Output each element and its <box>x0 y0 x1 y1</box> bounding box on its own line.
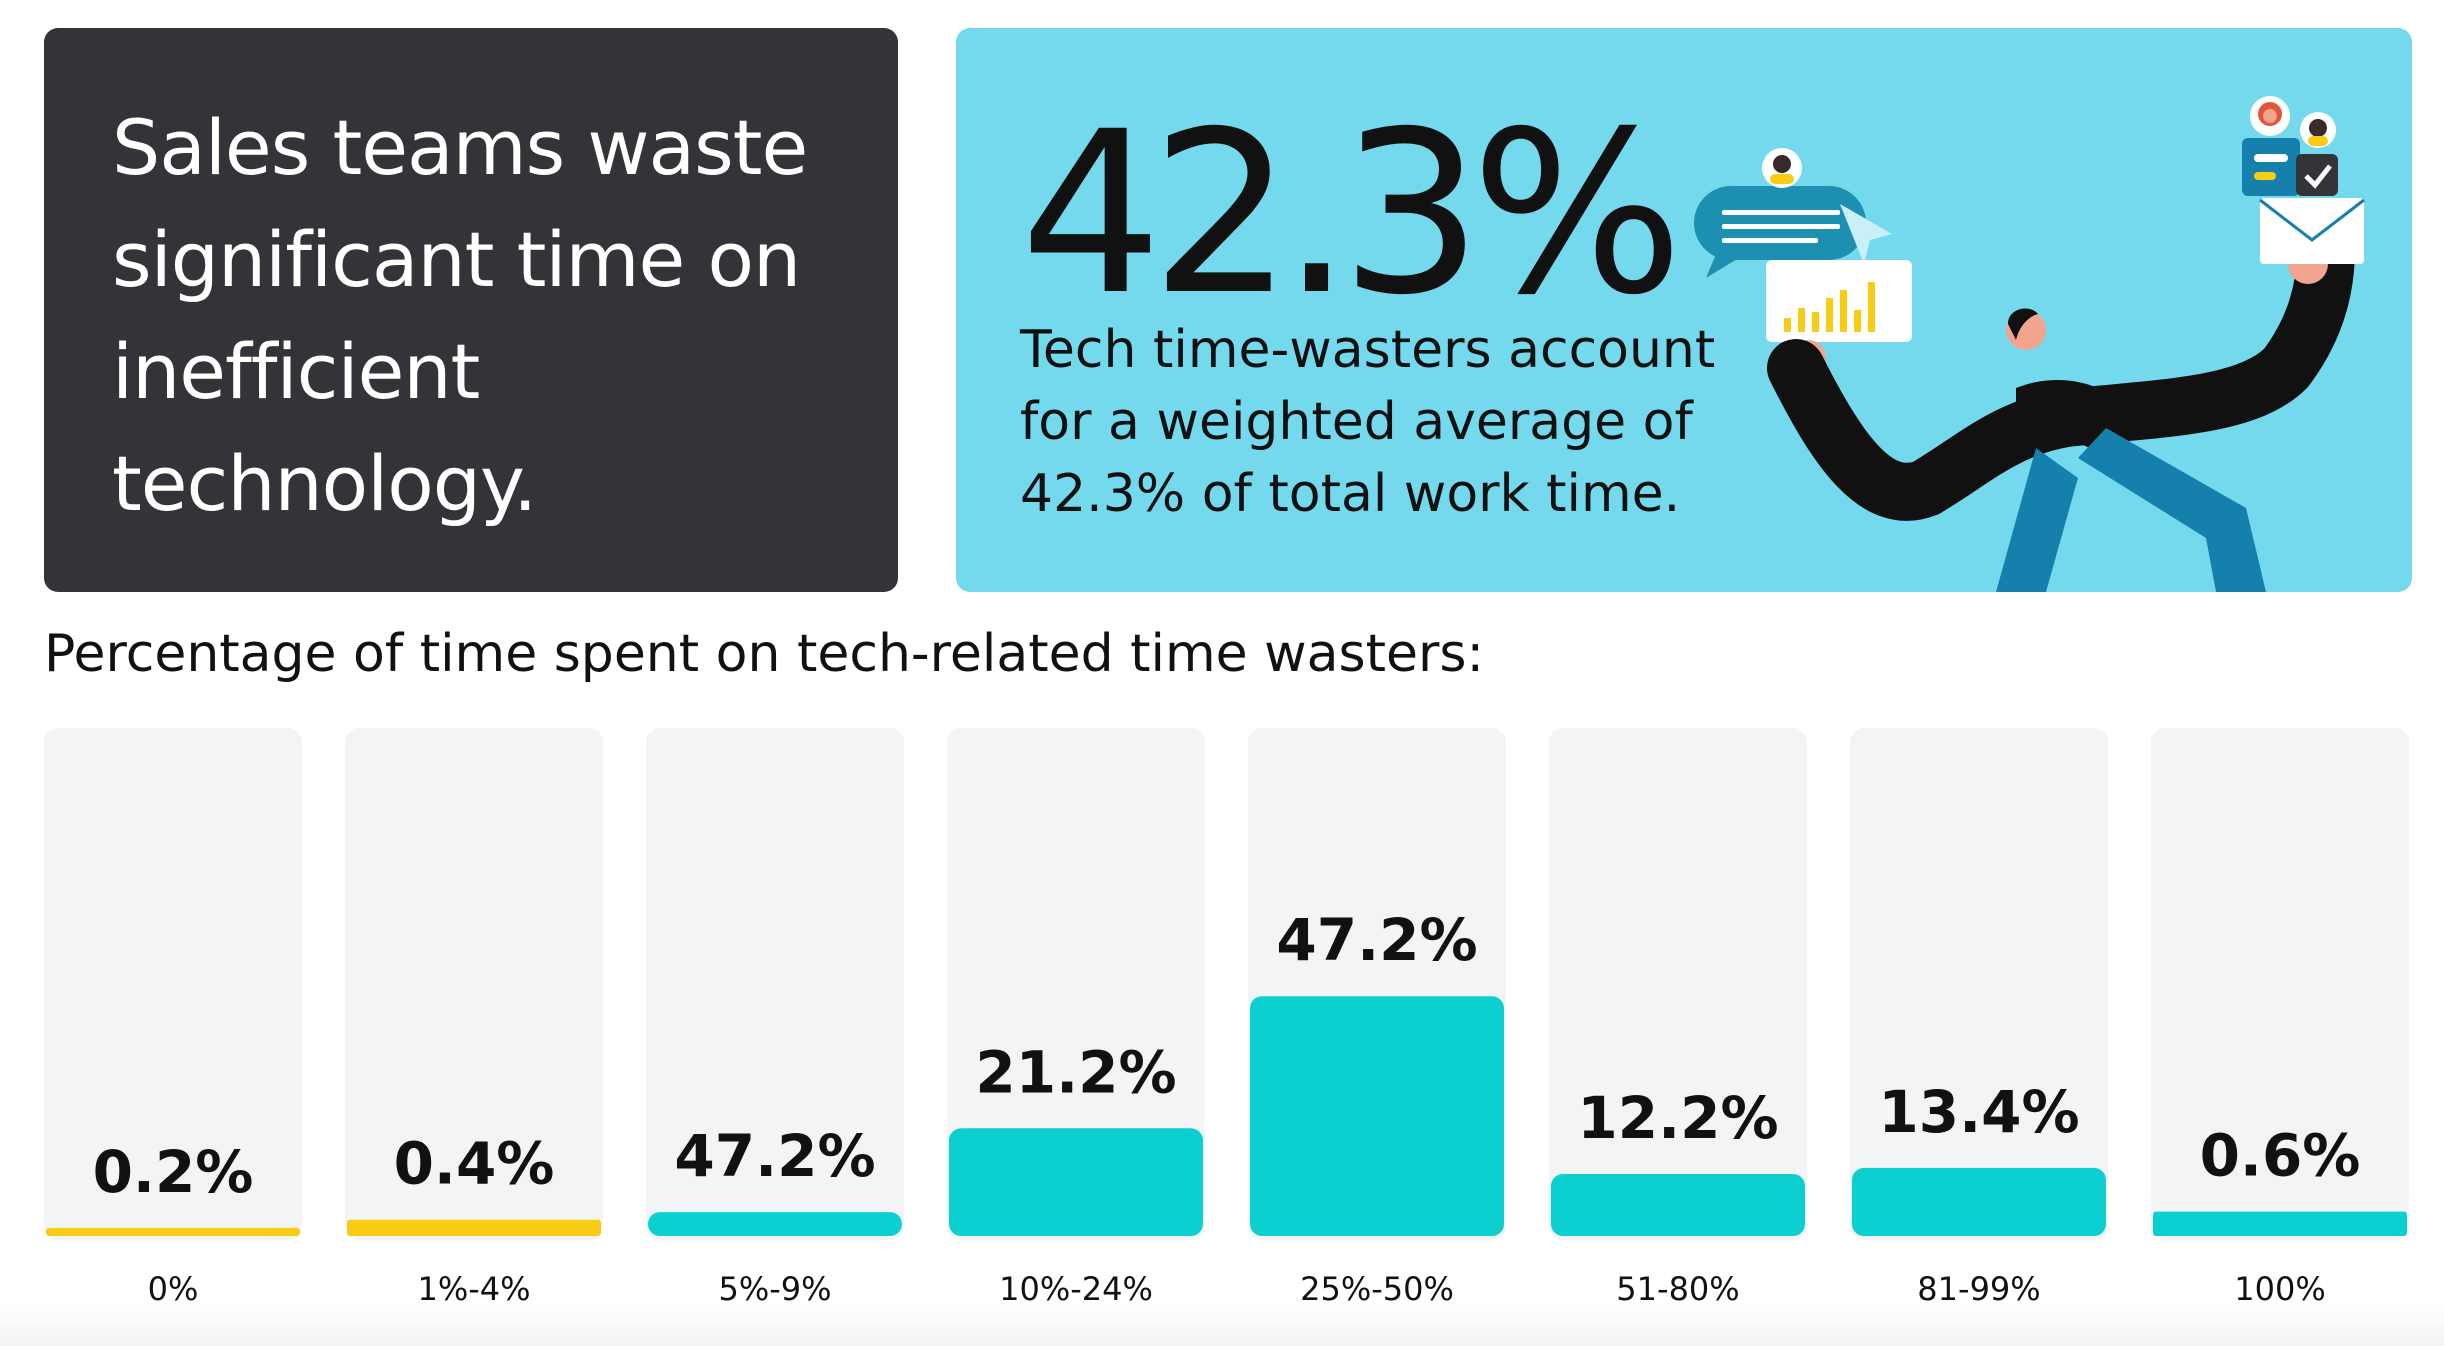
envelope-icon <box>2259 198 2365 264</box>
big-stat-value: 42.3% <box>1020 83 1684 344</box>
chat-bubble-icon <box>1694 148 1866 278</box>
headline-text: Sales teams waste significant time on in… <box>112 103 808 528</box>
bar <box>648 1212 902 1236</box>
category-label: 100% <box>2234 1270 2325 1308</box>
category-label: 25%-50% <box>1300 1270 1454 1308</box>
bar-track <box>1549 728 1807 1240</box>
bar-track <box>1850 728 2108 1240</box>
bar <box>347 1219 601 1236</box>
data-label: 12.2% <box>1577 1084 1778 1152</box>
data-label: 0.6% <box>2200 1122 2361 1190</box>
stat-description: Tech time-wasters account for a weighted… <box>1020 320 1716 524</box>
bar-track <box>646 728 904 1240</box>
category-label: 5%-9% <box>718 1270 831 1308</box>
bar <box>949 1128 1203 1236</box>
bar-track <box>1248 728 1506 1240</box>
bar-chart-icon <box>1766 260 1912 342</box>
bar <box>1852 1167 2106 1236</box>
bar-track <box>947 728 1205 1240</box>
profile-card-icon <box>2242 96 2300 196</box>
category-label: 0% <box>148 1270 199 1308</box>
headline-panel: Sales teams waste significant time on in… <box>44 28 898 592</box>
bar-track <box>2151 728 2409 1240</box>
data-label: 0.4% <box>394 1130 555 1198</box>
bar-track <box>345 728 603 1240</box>
category-label: 1%-4% <box>417 1270 530 1308</box>
cursor-icon <box>1840 204 1892 264</box>
data-label: 13.4% <box>1878 1078 2079 1146</box>
bottom-fade <box>0 1306 2444 1346</box>
chart-title: Percentage of time spent on tech-related… <box>44 624 1485 684</box>
bar <box>1551 1174 1805 1236</box>
category-label: 81-99% <box>1917 1270 2040 1308</box>
data-label: 21.2% <box>975 1038 1176 1106</box>
checkbox-icon <box>2296 112 2338 196</box>
data-label: 0.2% <box>93 1138 254 1206</box>
category-label: 51-80% <box>1616 1270 1739 1308</box>
illustration <box>1694 96 2365 592</box>
bar-track <box>44 728 302 1240</box>
data-label: 47.2% <box>674 1122 875 1190</box>
bar <box>46 1227 300 1236</box>
bar <box>1250 996 1504 1236</box>
stat-panel: 42.3% Tech time-wasters account for a we… <box>956 28 2412 592</box>
data-label: 47.2% <box>1276 906 1477 974</box>
bar <box>2153 1211 2407 1236</box>
category-label: 10%-24% <box>999 1270 1153 1308</box>
